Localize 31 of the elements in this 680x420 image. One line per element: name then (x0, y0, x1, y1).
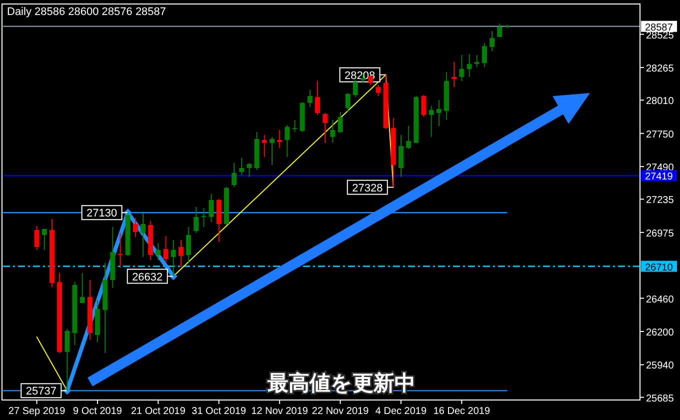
x-tick-label: 9 Oct 2019 (73, 406, 122, 417)
annotation: 最高値を更新中 (268, 372, 416, 395)
title: Daily 28586 28600 28576 28587 (7, 6, 166, 18)
y-tick-label: 26975 (646, 228, 674, 240)
y-tick-label: 25940 (646, 360, 674, 372)
y-tick-label: 25685 (646, 393, 674, 404)
annotation: 27328 (346, 180, 394, 195)
annotation: 26632 (132, 271, 163, 284)
x-tick-label: 31 Oct 2019 (192, 406, 247, 417)
annotation: 25737 (26, 386, 56, 398)
y-tick-label: 27750 (646, 129, 674, 140)
x-tick-label: 22 Nov 2019 (312, 406, 370, 417)
annotation: 25737 (20, 383, 68, 398)
annotation: 26632 (126, 268, 174, 284)
y-tick-label: 28265 (646, 64, 674, 75)
y-tick-label: 26200 (646, 327, 674, 338)
ref-label: 26710 (641, 260, 677, 274)
annotation: 27130 (81, 205, 128, 220)
ref-line-label: 27419 (645, 172, 674, 183)
annotation: 27130 (86, 208, 118, 220)
x-tick-label: 27 Sep 2019 (8, 406, 66, 417)
x-tick-label: 12 Nov 2019 (251, 406, 308, 417)
y-tick-label: 27235 (646, 195, 674, 206)
y-tick-label: 26460 (646, 294, 674, 306)
ref-line-label: 26710 (645, 262, 674, 274)
ref-label: 27419 (641, 170, 677, 183)
annotation: 27328 (352, 182, 383, 194)
x-tick-label: 16 Dec 2019 (433, 406, 490, 417)
x-tick-label: 21 Oct 2019 (130, 406, 186, 417)
x-tick-label: 4 Dec 2019 (375, 406, 427, 417)
y-tick-label: 28010 (646, 96, 674, 108)
